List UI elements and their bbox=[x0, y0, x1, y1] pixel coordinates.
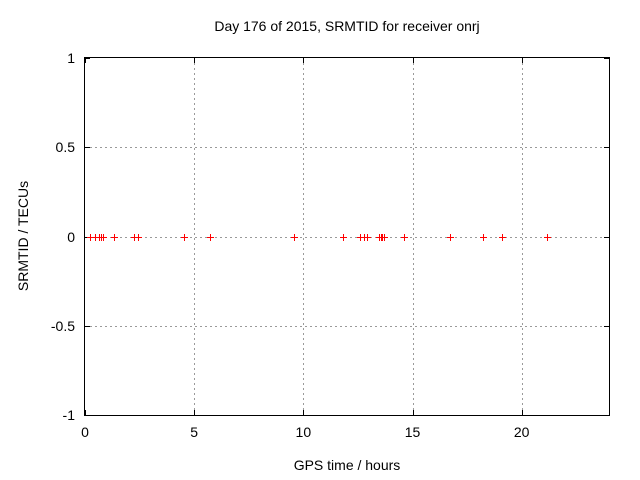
data-point-marker bbox=[291, 233, 299, 241]
data-point-marker bbox=[356, 233, 364, 241]
marker-vertical-bar bbox=[137, 233, 139, 241]
y-tick-mark-right bbox=[604, 415, 609, 416]
data-point-marker bbox=[499, 233, 507, 241]
grid-line-horizontal bbox=[85, 325, 609, 327]
marker-vertical-bar bbox=[482, 233, 484, 241]
data-point-marker bbox=[543, 233, 551, 241]
y-tick-label: 0 bbox=[67, 228, 75, 245]
marker-vertical-bar bbox=[210, 233, 212, 241]
y-tick-mark-left bbox=[85, 415, 90, 416]
x-tick-mark-top bbox=[521, 58, 523, 63]
x-tick-mark-bottom bbox=[85, 410, 86, 415]
x-tick-mark-top bbox=[194, 58, 196, 63]
marker-vertical-bar bbox=[89, 233, 91, 241]
marker-vertical-bar bbox=[403, 233, 405, 241]
marker-vertical-bar bbox=[102, 233, 104, 241]
data-point-marker bbox=[400, 233, 408, 241]
data-point-marker bbox=[340, 233, 348, 241]
data-point-marker bbox=[99, 233, 107, 241]
y-tick-mark-left bbox=[85, 58, 90, 59]
x-tick-mark-bottom bbox=[194, 410, 196, 415]
marker-vertical-bar bbox=[133, 233, 135, 241]
y-tick-label: -0.5 bbox=[50, 317, 75, 334]
marker-vertical-bar bbox=[183, 233, 185, 241]
y-tick-mark-left bbox=[85, 147, 90, 149]
x-tick-mark-bottom bbox=[521, 410, 523, 415]
data-point-marker bbox=[110, 233, 118, 241]
y-tick-label: 0.5 bbox=[55, 139, 75, 156]
x-tick-mark-top bbox=[412, 58, 414, 63]
data-point-marker bbox=[130, 233, 138, 241]
data-point-marker bbox=[479, 233, 487, 241]
y-tick-mark-right bbox=[604, 325, 609, 327]
marker-vertical-bar bbox=[384, 233, 386, 241]
y-tick-mark-right bbox=[604, 147, 609, 149]
x-tick-label: 10 bbox=[295, 424, 312, 440]
data-point-marker bbox=[86, 233, 94, 241]
x-tick-mark-bottom bbox=[303, 410, 305, 415]
y-tick-mark-right bbox=[604, 58, 609, 59]
grid-line-horizontal bbox=[85, 147, 609, 149]
y-tick-label: -1 bbox=[62, 407, 75, 423]
x-tick-mark-top bbox=[85, 58, 86, 63]
y-axis-label: SRMTID / TECUs bbox=[15, 180, 31, 292]
x-tick-label: 15 bbox=[404, 424, 421, 440]
x-tick-mark-top bbox=[303, 58, 305, 63]
data-point-marker bbox=[134, 233, 142, 241]
x-tick-label: 20 bbox=[513, 424, 530, 440]
x-tick-label: 0 bbox=[81, 424, 89, 440]
marker-vertical-bar bbox=[113, 233, 115, 241]
marker-vertical-bar bbox=[294, 233, 296, 241]
marker-vertical-bar bbox=[502, 233, 504, 241]
chart-title: Day 176 of 2015, SRMTID for receiver onr… bbox=[214, 18, 480, 34]
marker-vertical-bar bbox=[546, 233, 548, 241]
marker-vertical-bar bbox=[366, 233, 368, 241]
x-axis-label: GPS time / hours bbox=[293, 457, 401, 473]
data-point-marker bbox=[363, 233, 371, 241]
marker-vertical-bar bbox=[450, 233, 452, 241]
data-point-marker bbox=[180, 233, 188, 241]
y-tick-mark-right bbox=[604, 236, 609, 238]
x-tick-mark-bottom bbox=[412, 410, 414, 415]
marker-vertical-bar bbox=[343, 233, 345, 241]
data-point-marker bbox=[381, 233, 389, 241]
data-point-marker bbox=[447, 233, 455, 241]
y-tick-mark-left bbox=[85, 325, 90, 327]
marker-vertical-bar bbox=[359, 233, 361, 241]
data-point-marker bbox=[207, 233, 215, 241]
x-tick-label: 5 bbox=[190, 424, 199, 440]
y-tick-label: 1 bbox=[67, 50, 75, 66]
